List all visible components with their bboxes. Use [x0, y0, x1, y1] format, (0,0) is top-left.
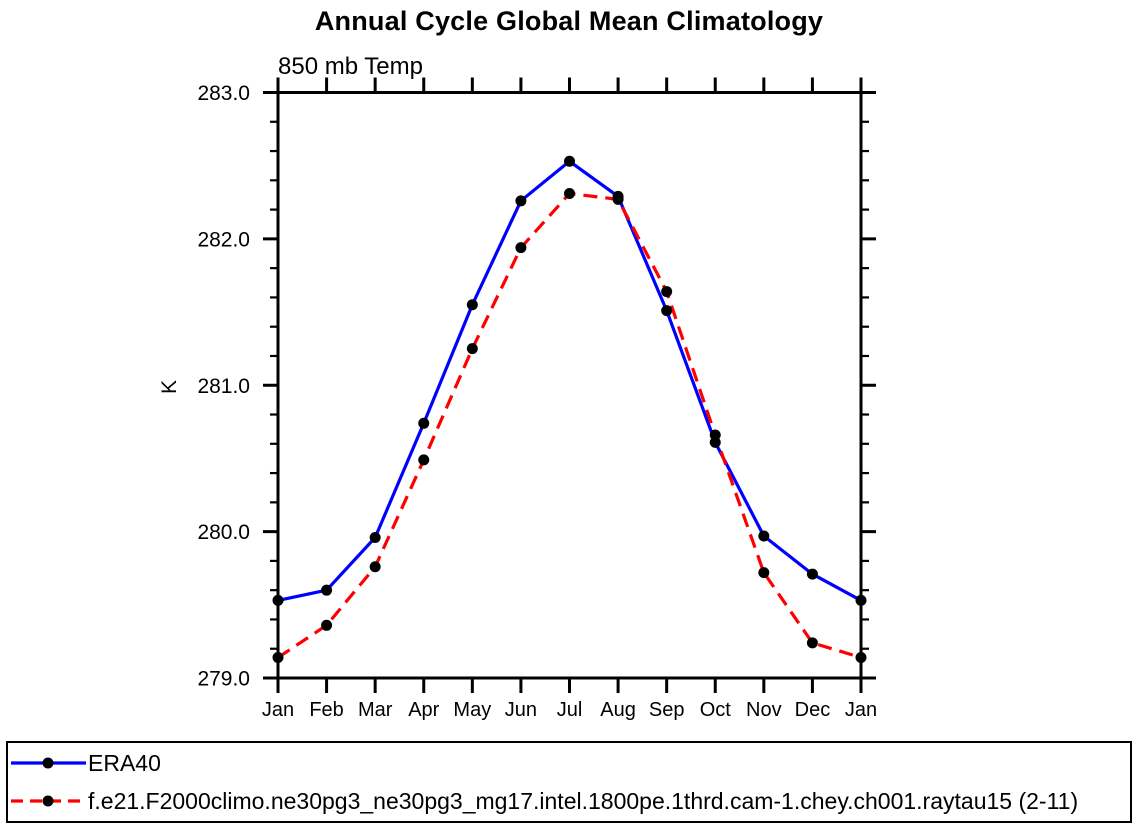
- chart-subtitle: 850 mb Temp: [278, 53, 423, 80]
- data-point-marker-1: [855, 652, 867, 664]
- data-point-marker-1: [418, 454, 430, 466]
- x-tick-label: Mar: [358, 699, 393, 721]
- x-tick-label: Jul: [557, 699, 583, 721]
- data-point-marker-0: [758, 530, 770, 542]
- data-point-marker-1: [515, 242, 527, 254]
- x-tick-label: Jan: [262, 699, 294, 721]
- data-point-marker-0: [272, 594, 284, 606]
- y-tick-label: 279.0: [197, 668, 250, 691]
- x-tick-label: Sep: [649, 699, 685, 721]
- legend: ERA40 f.e21.F2000climo.ne30pg3_ne30pg3_m…: [6, 741, 1132, 823]
- data-point-marker-1: [806, 637, 818, 649]
- x-tick-label: Feb: [309, 699, 343, 721]
- data-point-marker-1: [709, 429, 721, 441]
- data-point-marker-0: [564, 155, 575, 167]
- data-point-marker-1: [661, 286, 673, 298]
- data-point-marker-0: [369, 531, 381, 543]
- legend-label-model: f.e21.F2000climo.ne30pg3_ne30pg3_mg17.in…: [88, 787, 1079, 814]
- legend-item-era40: ERA40: [8, 745, 1130, 781]
- data-point-marker-0: [466, 299, 478, 311]
- x-tick-label: Dec: [795, 699, 831, 721]
- data-point-marker-1: [466, 343, 478, 355]
- y-tick-label: 280.0: [197, 521, 250, 544]
- era40-line-swatch-icon: [11, 757, 86, 769]
- x-tick-label: Apr: [408, 699, 439, 721]
- legend-item-model: f.e21.F2000climo.ne30pg3_ne30pg3_mg17.in…: [8, 783, 1130, 819]
- series-line-1: [277, 191, 862, 660]
- chart-canvas: 279.0 280.0 281.0 282.0 283.0 Jan Feb Mar Apr May…: [197, 77, 877, 721]
- data-point-marker-0: [806, 568, 818, 580]
- model-line-swatch-icon: [11, 795, 86, 807]
- series-line-0: [277, 159, 862, 602]
- legend-label-era40: ERA40: [88, 749, 161, 776]
- data-point-marker-1: [369, 561, 381, 573]
- data-point-marker-0: [418, 417, 430, 429]
- data-point-marker-0: [321, 584, 333, 596]
- data-point-marker-1: [564, 187, 575, 199]
- x-tick-label: Jan: [845, 699, 877, 721]
- x-tick-label: Nov: [746, 699, 782, 721]
- data-point-marker-0: [661, 305, 673, 317]
- chart-title: Annual Cycle Global Mean Climatology: [314, 6, 824, 36]
- x-tick-label: Oct: [700, 699, 732, 721]
- y-tick-label: 281.0: [197, 375, 250, 398]
- data-point-marker-1: [612, 193, 624, 205]
- y-tick-label: 283.0: [197, 82, 250, 105]
- data-point-marker-1: [758, 567, 770, 579]
- plot-frame: [276, 91, 863, 680]
- y-tick-label: 282.0: [197, 228, 250, 251]
- data-point-marker-0: [515, 195, 527, 207]
- data-point-marker-1: [272, 652, 284, 664]
- data-point-marker-1: [321, 619, 333, 631]
- x-tick-label: Jun: [505, 699, 537, 721]
- x-tick-label: May: [453, 699, 491, 721]
- x-tick-label: Aug: [600, 699, 636, 721]
- data-point-marker-0: [855, 594, 867, 606]
